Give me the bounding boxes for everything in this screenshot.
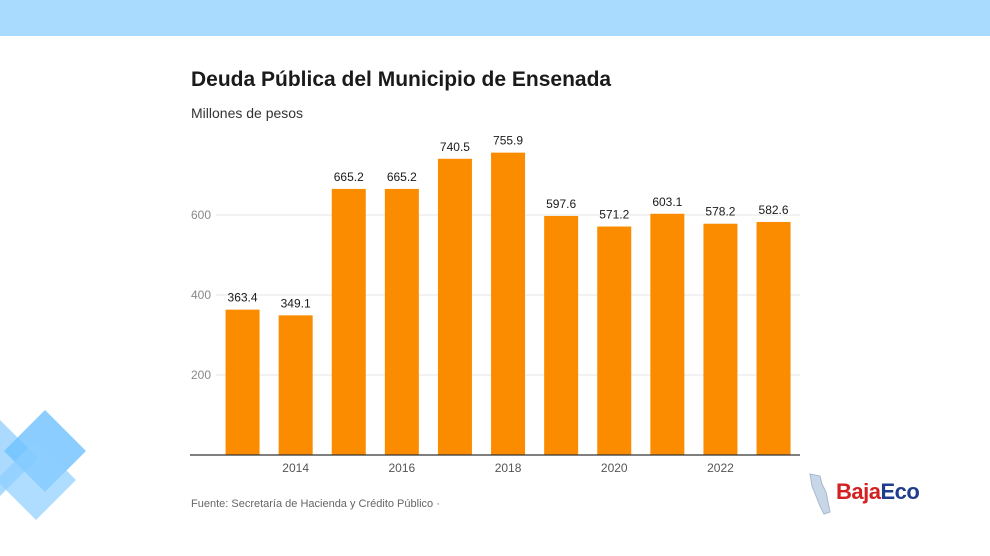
peninsula-icon (809, 473, 831, 515)
source-note: Fuente: Secretaría de Hacienda y Crédito… (191, 498, 440, 510)
logo-text-baja: Baja (836, 479, 881, 504)
bar (225, 309, 260, 455)
chart-subtitle: Millones de pesos (191, 105, 304, 121)
bar (437, 158, 472, 456)
x-tick-label: 2018 (495, 461, 522, 475)
x-tick-label: 2020 (601, 461, 628, 475)
x-tick-label: 2014 (282, 461, 309, 475)
chart-title: Deuda Pública del Municipio de Ensenada (191, 68, 612, 91)
bar (278, 315, 313, 455)
data-label: 603.1 (652, 195, 682, 209)
data-label: 582.6 (759, 203, 789, 217)
data-label: 571.2 (599, 208, 629, 222)
data-label: 665.2 (387, 170, 417, 184)
bajaeco-logo: BajaEco (806, 472, 946, 516)
x-tick-label: 2016 (388, 461, 415, 475)
data-label: 740.5 (440, 140, 470, 154)
data-label: 597.6 (546, 197, 576, 211)
logo-text-eco: Eco (880, 479, 920, 504)
data-label: 755.9 (493, 134, 523, 148)
bar (331, 188, 366, 456)
decorative-diamonds (0, 410, 86, 520)
bar (650, 213, 685, 455)
data-label: 363.4 (228, 291, 258, 305)
data-label: 665.2 (334, 170, 364, 184)
data-label: 349.1 (281, 296, 311, 310)
bar (756, 221, 791, 455)
bar (597, 226, 632, 455)
bar (544, 215, 579, 455)
y-tick-label: 400 (191, 288, 211, 302)
y-tick-label: 200 (191, 368, 211, 382)
x-tick-label: 2022 (707, 461, 734, 475)
bar (703, 223, 738, 455)
data-label: 578.2 (705, 205, 735, 219)
bar (384, 188, 419, 456)
top-banner (0, 0, 990, 36)
bar (491, 152, 526, 455)
y-tick-label: 600 (191, 208, 211, 222)
